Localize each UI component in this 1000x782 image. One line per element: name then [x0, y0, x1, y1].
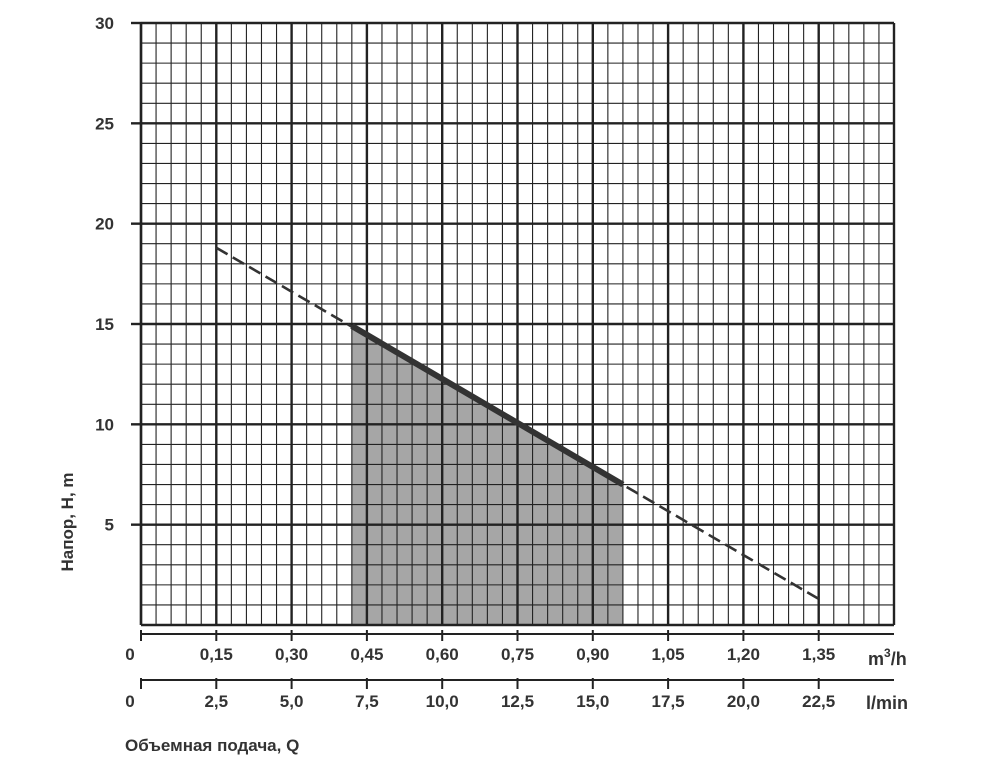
y-tick-label: 20: [95, 215, 114, 234]
x-m3h-tick-label: 1,20: [727, 645, 760, 664]
x-m3h-tick-label: 0,15: [200, 645, 233, 664]
y-tick-label: 10: [95, 415, 114, 434]
x-axis-m3h: 0 0,15 0,30 0,45 0,60 0,75 0,90 1,05 1,20 1,35: [125, 630, 894, 664]
x-axis-m3h-unit: m3/h: [868, 646, 907, 669]
y-tick-labels: 5 10 15 20 25 30: [95, 14, 114, 535]
x-m3h-tick-label: 0,60: [426, 645, 459, 664]
x-m3h-tick-label: 1,05: [652, 645, 685, 664]
x-lmin-tick-label: 10,0: [426, 692, 459, 711]
x-m3h-tick-label: 0,75: [501, 645, 534, 664]
y-tick-label: 25: [95, 114, 114, 133]
x-lmin-tick-label: 20,0: [727, 692, 760, 711]
chart-series: [215, 246, 820, 601]
x-lmin-tick-label: 12,5: [501, 692, 534, 711]
x-m3h-tick-label: 0,45: [350, 645, 383, 664]
y-tick-label: 15: [95, 315, 114, 334]
x-lmin-tick-label: 2,5: [204, 692, 228, 711]
x-m3h-tick-label: 0,30: [275, 645, 308, 664]
x-lmin-tick-label: 15,0: [576, 692, 609, 711]
x-axis-lmin: 0 2,5 5,0 7,5 10,0 12,5 15,0 17,5 20,0 22,5: [125, 678, 894, 711]
y-axis-title: Напор, H, m: [58, 472, 77, 571]
x-lmin-tick-label: 22,5: [802, 692, 835, 711]
x-lmin-tick-label: 0: [125, 692, 134, 711]
x-lmin-tick-label: 7,5: [355, 692, 379, 711]
x-m3h-tick-label: 1,35: [802, 645, 835, 664]
pump-curve-solid: [350, 323, 625, 488]
x-axis-title: Объемная подача, Q: [125, 736, 299, 755]
y-tick-label: 30: [95, 14, 114, 33]
chart-grid: [139, 21, 896, 627]
chart-axes: [131, 21, 143, 625]
y-tick-label: 5: [105, 516, 114, 535]
x-m3h-tick-label: 0: [125, 645, 134, 664]
x-lmin-tick-label: 5,0: [280, 692, 304, 711]
x-m3h-tick-label: 0,90: [576, 645, 609, 664]
x-axis-lmin-unit: l/min: [866, 693, 908, 713]
x-lmin-tick-label: 17,5: [652, 692, 685, 711]
